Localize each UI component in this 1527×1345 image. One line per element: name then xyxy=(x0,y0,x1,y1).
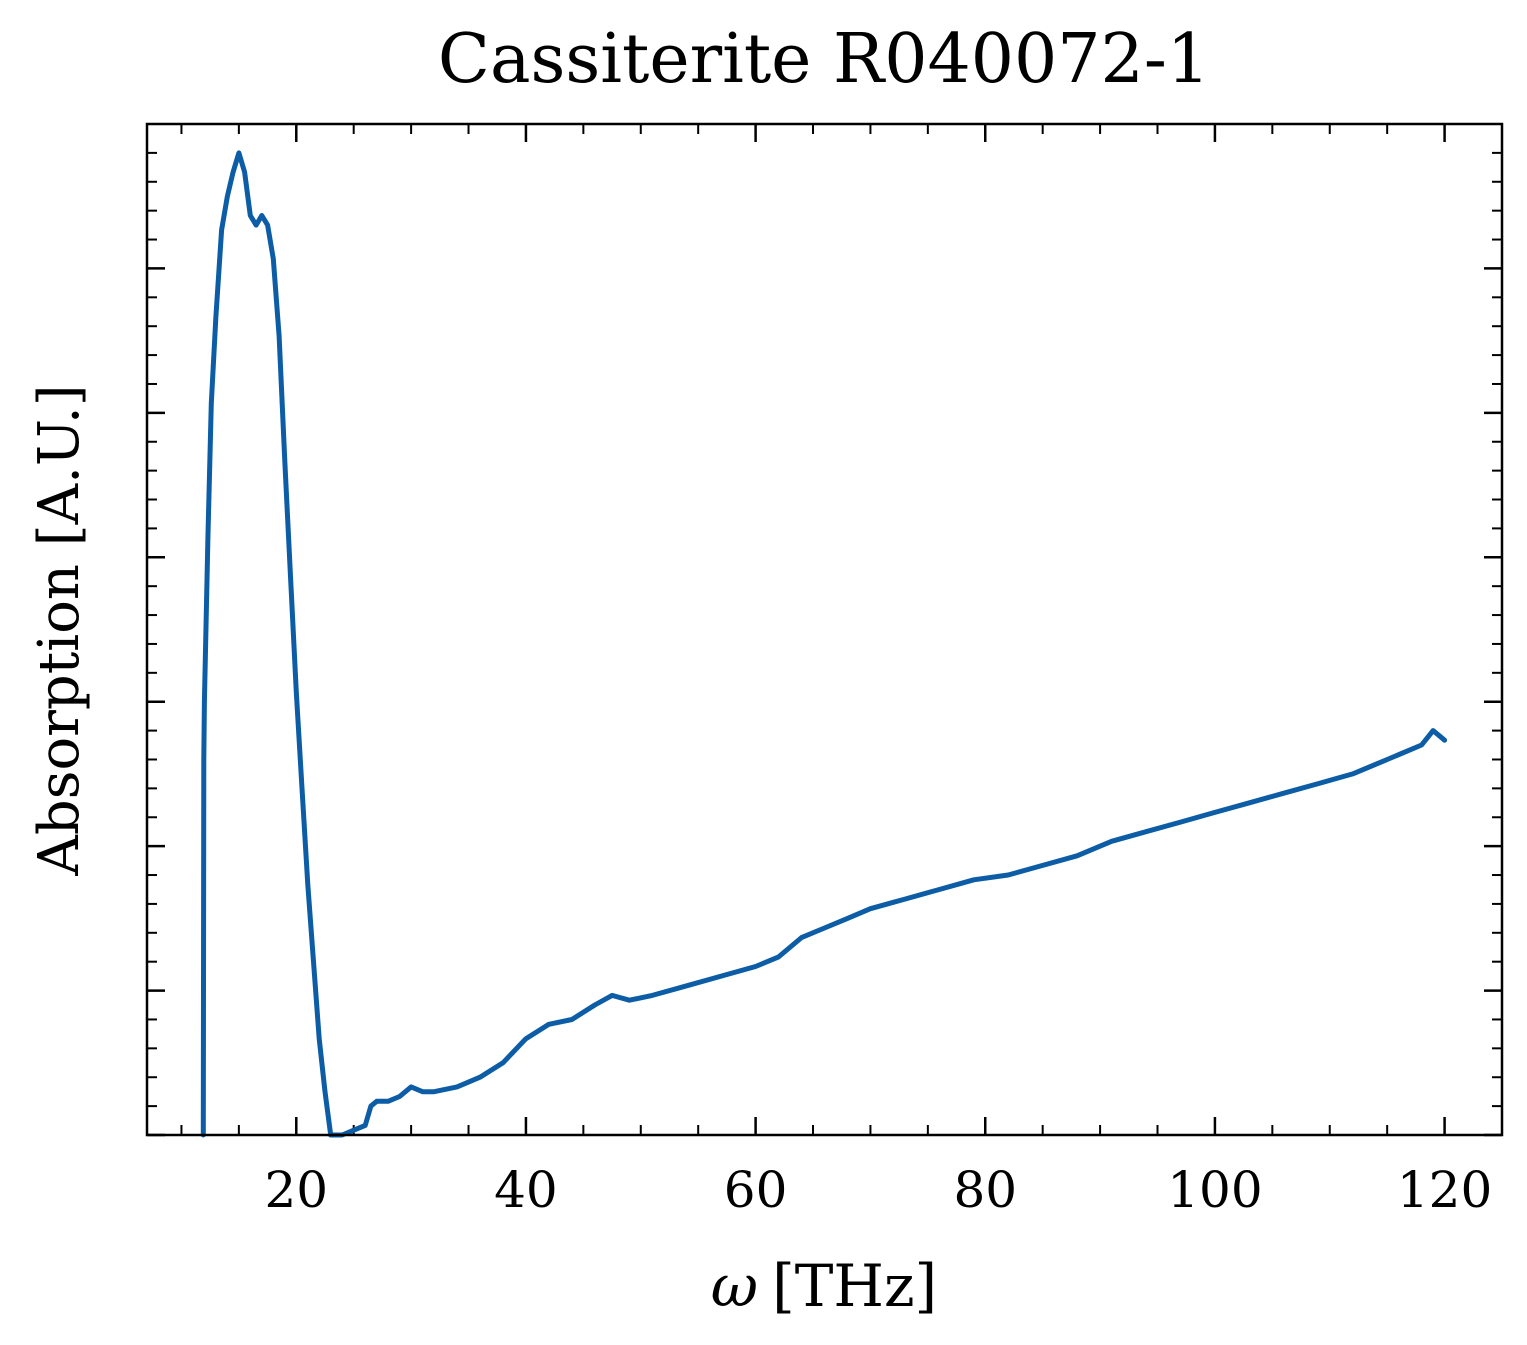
x-tick-label: 120 xyxy=(1397,1161,1492,1219)
x-axis-symbol: ω xyxy=(711,1252,758,1320)
x-axis-label: ω [THz] xyxy=(711,1252,937,1320)
x-axis-tick-labels: 20 40 60 80 100 120 xyxy=(264,1161,1492,1219)
y-axis-ticks xyxy=(147,151,1502,1137)
plot-frame xyxy=(145,122,1504,1137)
x-tick-label: 80 xyxy=(953,1161,1017,1219)
x-tick-label: 60 xyxy=(724,1161,788,1219)
chart-title: Cassiterite R040072-1 xyxy=(438,20,1210,99)
x-tick-label: 40 xyxy=(494,1161,558,1219)
x-axis-unit: [THz] xyxy=(772,1252,937,1320)
series-line xyxy=(200,150,1448,1138)
x-tick-label: 100 xyxy=(1167,1161,1262,1219)
y-axis-label: Absorption [A.U.] xyxy=(27,384,92,876)
x-tick-label: 20 xyxy=(264,1161,328,1219)
x-axis-ticks xyxy=(180,124,1503,1135)
